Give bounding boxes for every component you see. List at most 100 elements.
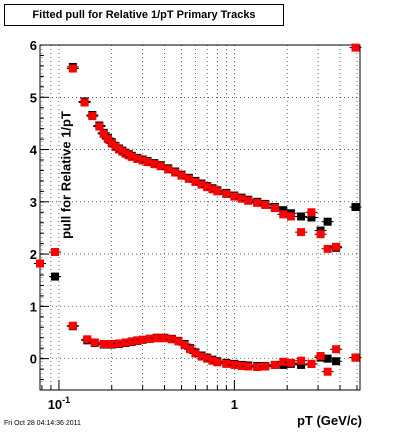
data-point (95, 122, 104, 131)
data-point (351, 43, 360, 52)
data-point (145, 334, 154, 343)
data-point (133, 336, 142, 345)
data-point (167, 335, 176, 344)
data-point (156, 162, 165, 171)
data-point (332, 345, 341, 354)
data-point (244, 196, 253, 205)
data-point (297, 356, 306, 365)
data-point (261, 362, 270, 371)
data-point (323, 217, 332, 226)
data-point (307, 208, 316, 217)
data-point (80, 98, 89, 107)
x-tick-label: 1 (231, 397, 238, 412)
data-point (83, 335, 92, 344)
data-point (68, 321, 77, 330)
plot-frame (39, 44, 361, 391)
data-point (184, 174, 193, 183)
data-point (152, 334, 161, 343)
data-point (270, 360, 279, 369)
data-point (323, 354, 332, 363)
data-point (121, 338, 130, 347)
data-point (143, 158, 152, 167)
data-point (316, 230, 325, 239)
data-point (351, 203, 360, 212)
data-point (177, 171, 186, 180)
data-point (332, 242, 341, 251)
data-point (230, 192, 239, 201)
data-point (208, 185, 217, 194)
data-point (191, 177, 200, 186)
data-point (197, 180, 206, 189)
data-point (332, 357, 341, 366)
data-point (279, 206, 288, 215)
y-tick-label: 5 (30, 90, 37, 105)
data-point (222, 359, 231, 368)
data-point (133, 154, 142, 163)
y-tick-label: 4 (30, 143, 38, 158)
data-point (180, 341, 189, 350)
data-point (307, 213, 316, 222)
data-point (351, 353, 360, 362)
data-point (253, 198, 262, 207)
data-point (286, 358, 295, 367)
data-point (323, 367, 332, 376)
data-point (171, 168, 180, 177)
data-point (115, 339, 124, 348)
data-point (237, 361, 246, 370)
timestamp: Fri Oct 28 04:14:36 2011 (4, 420, 81, 427)
y-tick-label: 6 (30, 38, 37, 53)
data-point (103, 135, 112, 144)
data-point (174, 337, 183, 346)
data-point (127, 152, 136, 161)
y-tick-label: 1 (30, 299, 37, 314)
data-point (307, 359, 316, 368)
data-point (286, 212, 295, 221)
y-tick-label: 3 (30, 195, 37, 210)
data-point (222, 189, 231, 198)
data-point (99, 340, 108, 348)
data-point (316, 352, 325, 361)
x-tick-label: 10-1 (48, 395, 70, 412)
data-point (51, 248, 60, 256)
data-point (261, 200, 270, 209)
axes-layer: 0 1 2 3 4 5 6 10-1 1 (30, 38, 361, 412)
data-point (237, 194, 246, 203)
data-point (270, 204, 279, 213)
chart-title: Fitted pull for Relative 1/pT Primary Tr… (4, 4, 284, 26)
data-point (88, 112, 97, 121)
data-point (213, 187, 222, 196)
data-point (107, 340, 116, 348)
data-point (208, 356, 217, 365)
data-point (244, 362, 253, 371)
points-layer (34, 43, 362, 376)
data-point (230, 360, 239, 369)
data-point (213, 358, 222, 367)
data-point (279, 357, 288, 366)
data-point (138, 335, 147, 344)
data-point (197, 352, 206, 361)
y-axis-label: pull for Relative 1/pT (58, 111, 74, 239)
data-point (164, 165, 173, 174)
data-point (90, 338, 99, 347)
data-point (127, 337, 136, 346)
data-point (253, 363, 262, 371)
y-tick-label: 2 (30, 247, 37, 262)
data-point (279, 210, 288, 219)
data-point (297, 212, 306, 221)
data-point (191, 349, 200, 358)
data-point (203, 183, 212, 192)
data-point (323, 244, 332, 253)
data-point (297, 228, 306, 237)
data-point (160, 334, 169, 343)
data-point (68, 64, 77, 73)
data-point (138, 156, 147, 165)
x-axis-label: pT (GeV/c) (296, 413, 362, 428)
y-tick-label: 0 (30, 352, 37, 367)
data-point (150, 160, 159, 169)
data-point (297, 360, 306, 369)
data-point (51, 272, 60, 281)
data-point (36, 259, 44, 268)
data-point (203, 354, 212, 363)
data-point (186, 345, 195, 354)
